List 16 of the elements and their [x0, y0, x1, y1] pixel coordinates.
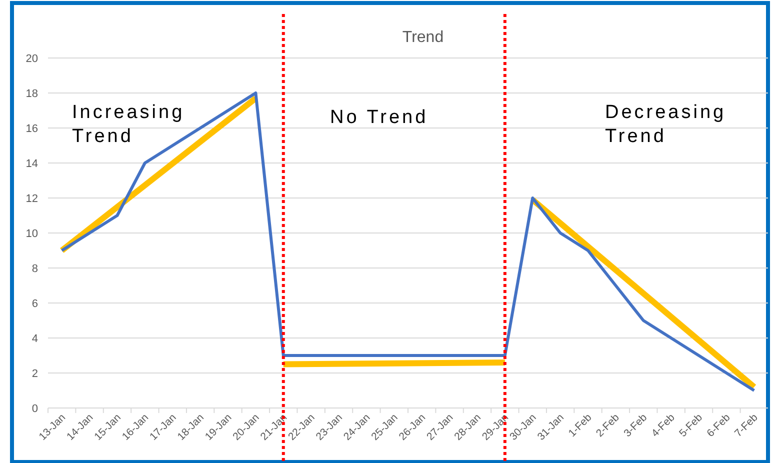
- y-tick-label: 18: [26, 88, 38, 100]
- y-tick-label: 14: [26, 158, 38, 170]
- annotation: No Trend: [330, 107, 428, 128]
- y-tick-label: 20: [26, 53, 38, 65]
- y-tick-label: 8: [32, 263, 38, 275]
- y-tick-label: 16: [26, 123, 38, 135]
- line-series: [60, 92, 756, 392]
- y-tick-label: 4: [32, 333, 38, 345]
- y-tick-label: 12: [26, 193, 38, 205]
- y-tick-label: 10: [26, 228, 38, 240]
- y-tick-label: 2: [32, 368, 38, 380]
- chart-title: Trend: [402, 29, 444, 46]
- annotation: Decreasing Trend: [605, 102, 726, 147]
- y-tick-label: 0: [32, 403, 38, 415]
- y-tick-label: 6: [32, 298, 38, 310]
- annotation: Increasing Trend: [72, 102, 185, 147]
